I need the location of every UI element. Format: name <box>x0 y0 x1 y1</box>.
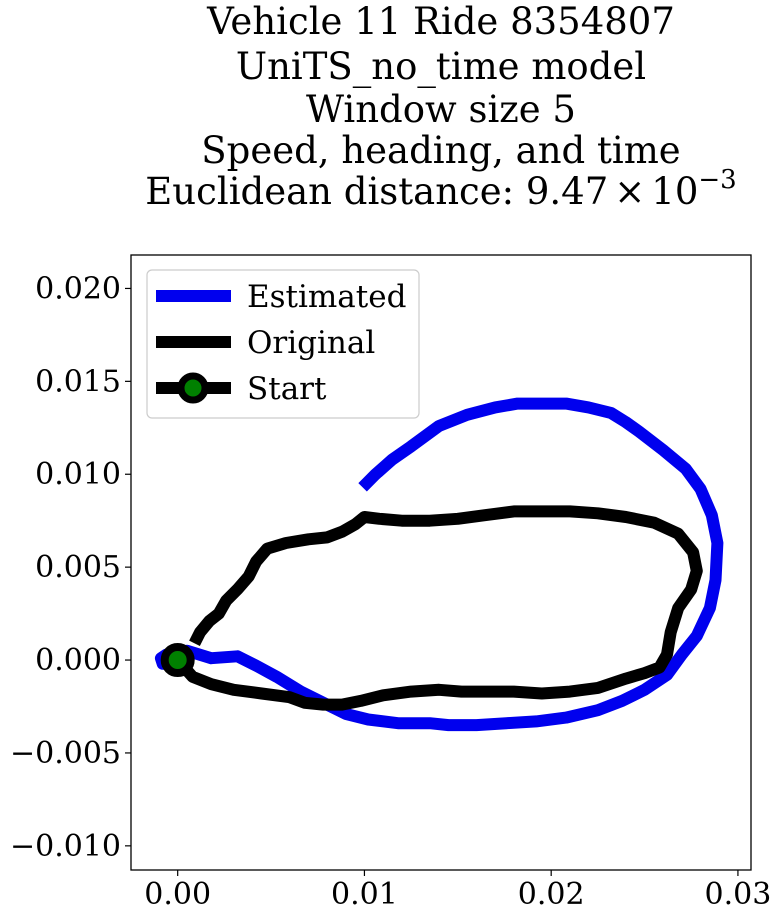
title-distance-prefix: Euclidean distance: <box>145 170 526 213</box>
y-tick-label: −0.005 <box>10 736 121 771</box>
start-marker <box>160 643 195 678</box>
title-distance-mantissa: 9.47 <box>526 170 608 213</box>
legend-start-marker <box>177 372 209 404</box>
title-distance-exponent: −3 <box>698 165 736 195</box>
y-tick-label: 0.015 <box>35 364 121 399</box>
legend: Estimated Original Start <box>146 269 420 419</box>
marker-layer <box>160 643 195 678</box>
legend-start-label: Start <box>247 371 327 407</box>
series-line-original <box>173 505 703 711</box>
x-axis: 0.00 0.01 0.02 0.03 <box>144 870 771 912</box>
y-tick-label: 0.010 <box>35 457 121 492</box>
title-distance-base: 10 <box>651 170 698 213</box>
x-tick-label: 0.00 <box>144 877 211 912</box>
title-line-1: Vehicle 11 Ride 8354807 <box>206 0 675 43</box>
series-layer <box>154 397 724 732</box>
y-tick-label: −0.010 <box>10 829 121 864</box>
x-tick-label: 0.01 <box>331 877 398 912</box>
title-line-3: Window size 5 <box>306 88 576 131</box>
legend-original-label: Original <box>247 325 375 361</box>
y-tick-label: 0.020 <box>35 271 121 306</box>
title-line-2: UniTS_no_time model <box>236 45 646 89</box>
y-tick-label: 0.000 <box>35 643 121 678</box>
x-tick-label: 0.02 <box>518 877 585 912</box>
y-axis: −0.010 −0.005 0.000 0.005 0.010 0.015 0.020 <box>10 271 131 864</box>
legend-estimated-label: Estimated <box>247 279 406 315</box>
y-tick-label: 0.005 <box>35 550 121 585</box>
plot-frame <box>130 254 752 871</box>
legend-box <box>146 269 420 419</box>
x-tick-label: 0.03 <box>705 877 772 912</box>
chart-title: Vehicle 11 Ride 8354807 UniTS_no_time mo… <box>145 0 736 213</box>
title-line-4: Speed, heading, and time <box>201 129 680 172</box>
title-distance-times: × <box>614 170 645 213</box>
series-line-estimated <box>154 397 724 732</box>
title-line-distance: Euclidean distance: 9.47 × 10−3 <box>145 165 736 213</box>
